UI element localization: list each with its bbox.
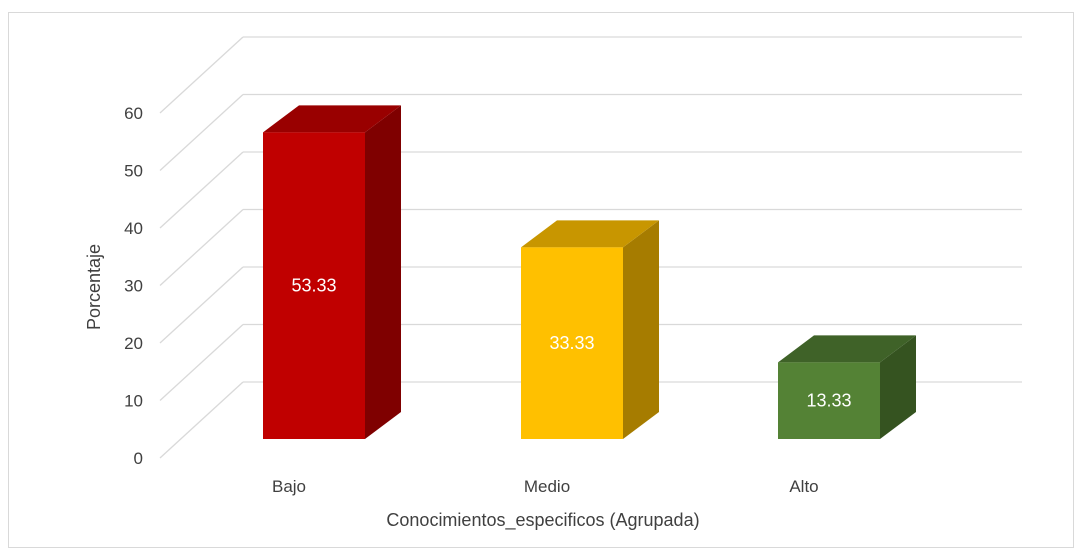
y-axis-title: Porcentaje (84, 244, 104, 330)
bar-bajo: 53.33 (263, 105, 401, 440)
y-tick-label: 50 (124, 162, 143, 181)
gridline-diagonal (159, 324, 244, 401)
gridline-diagonal (159, 266, 244, 344)
gridline-diagonal (159, 381, 244, 459)
bar-front-face (778, 362, 880, 439)
bar-alto: 13.33 (778, 335, 916, 439)
x-tick-label: Alto (789, 477, 818, 496)
data-label: 13.33 (806, 391, 851, 411)
y-tick-label: 30 (124, 277, 143, 296)
y-tick-label: 10 (124, 392, 143, 411)
data-label: 53.33 (291, 276, 336, 296)
bar-side-face (880, 335, 916, 439)
bar-front-face (263, 132, 365, 440)
gridline-diagonal (159, 94, 244, 171)
data-label: 33.33 (549, 333, 594, 353)
y-tick-label: 60 (124, 104, 143, 123)
bars: 53.33 33.33 13.33 (263, 105, 916, 440)
y-tick-label: 20 (124, 334, 143, 353)
bar-front-face (521, 247, 623, 439)
y-axis-ticks: 0 10 20 30 40 50 60 (124, 104, 143, 468)
x-axis-title: Conocimientos_especificos (Agrupada) (386, 510, 699, 531)
bar-top-face (778, 335, 916, 363)
y-tick-label: 0 (134, 449, 143, 468)
bar-side-face (623, 220, 659, 439)
x-tick-label: Bajo (272, 477, 306, 496)
x-tick-label: Medio (524, 477, 570, 496)
bar-medio: 33.33 (521, 220, 659, 439)
bar-top-face (263, 105, 401, 133)
bar-top-face (521, 220, 659, 248)
gridline-diagonal (159, 151, 244, 229)
gridline-diagonal (159, 209, 244, 286)
x-axis-ticks: Bajo Medio Alto (272, 477, 819, 496)
bar-side-face (365, 105, 401, 439)
gridline-diagonal (159, 36, 244, 114)
y-tick-label: 40 (124, 219, 143, 238)
